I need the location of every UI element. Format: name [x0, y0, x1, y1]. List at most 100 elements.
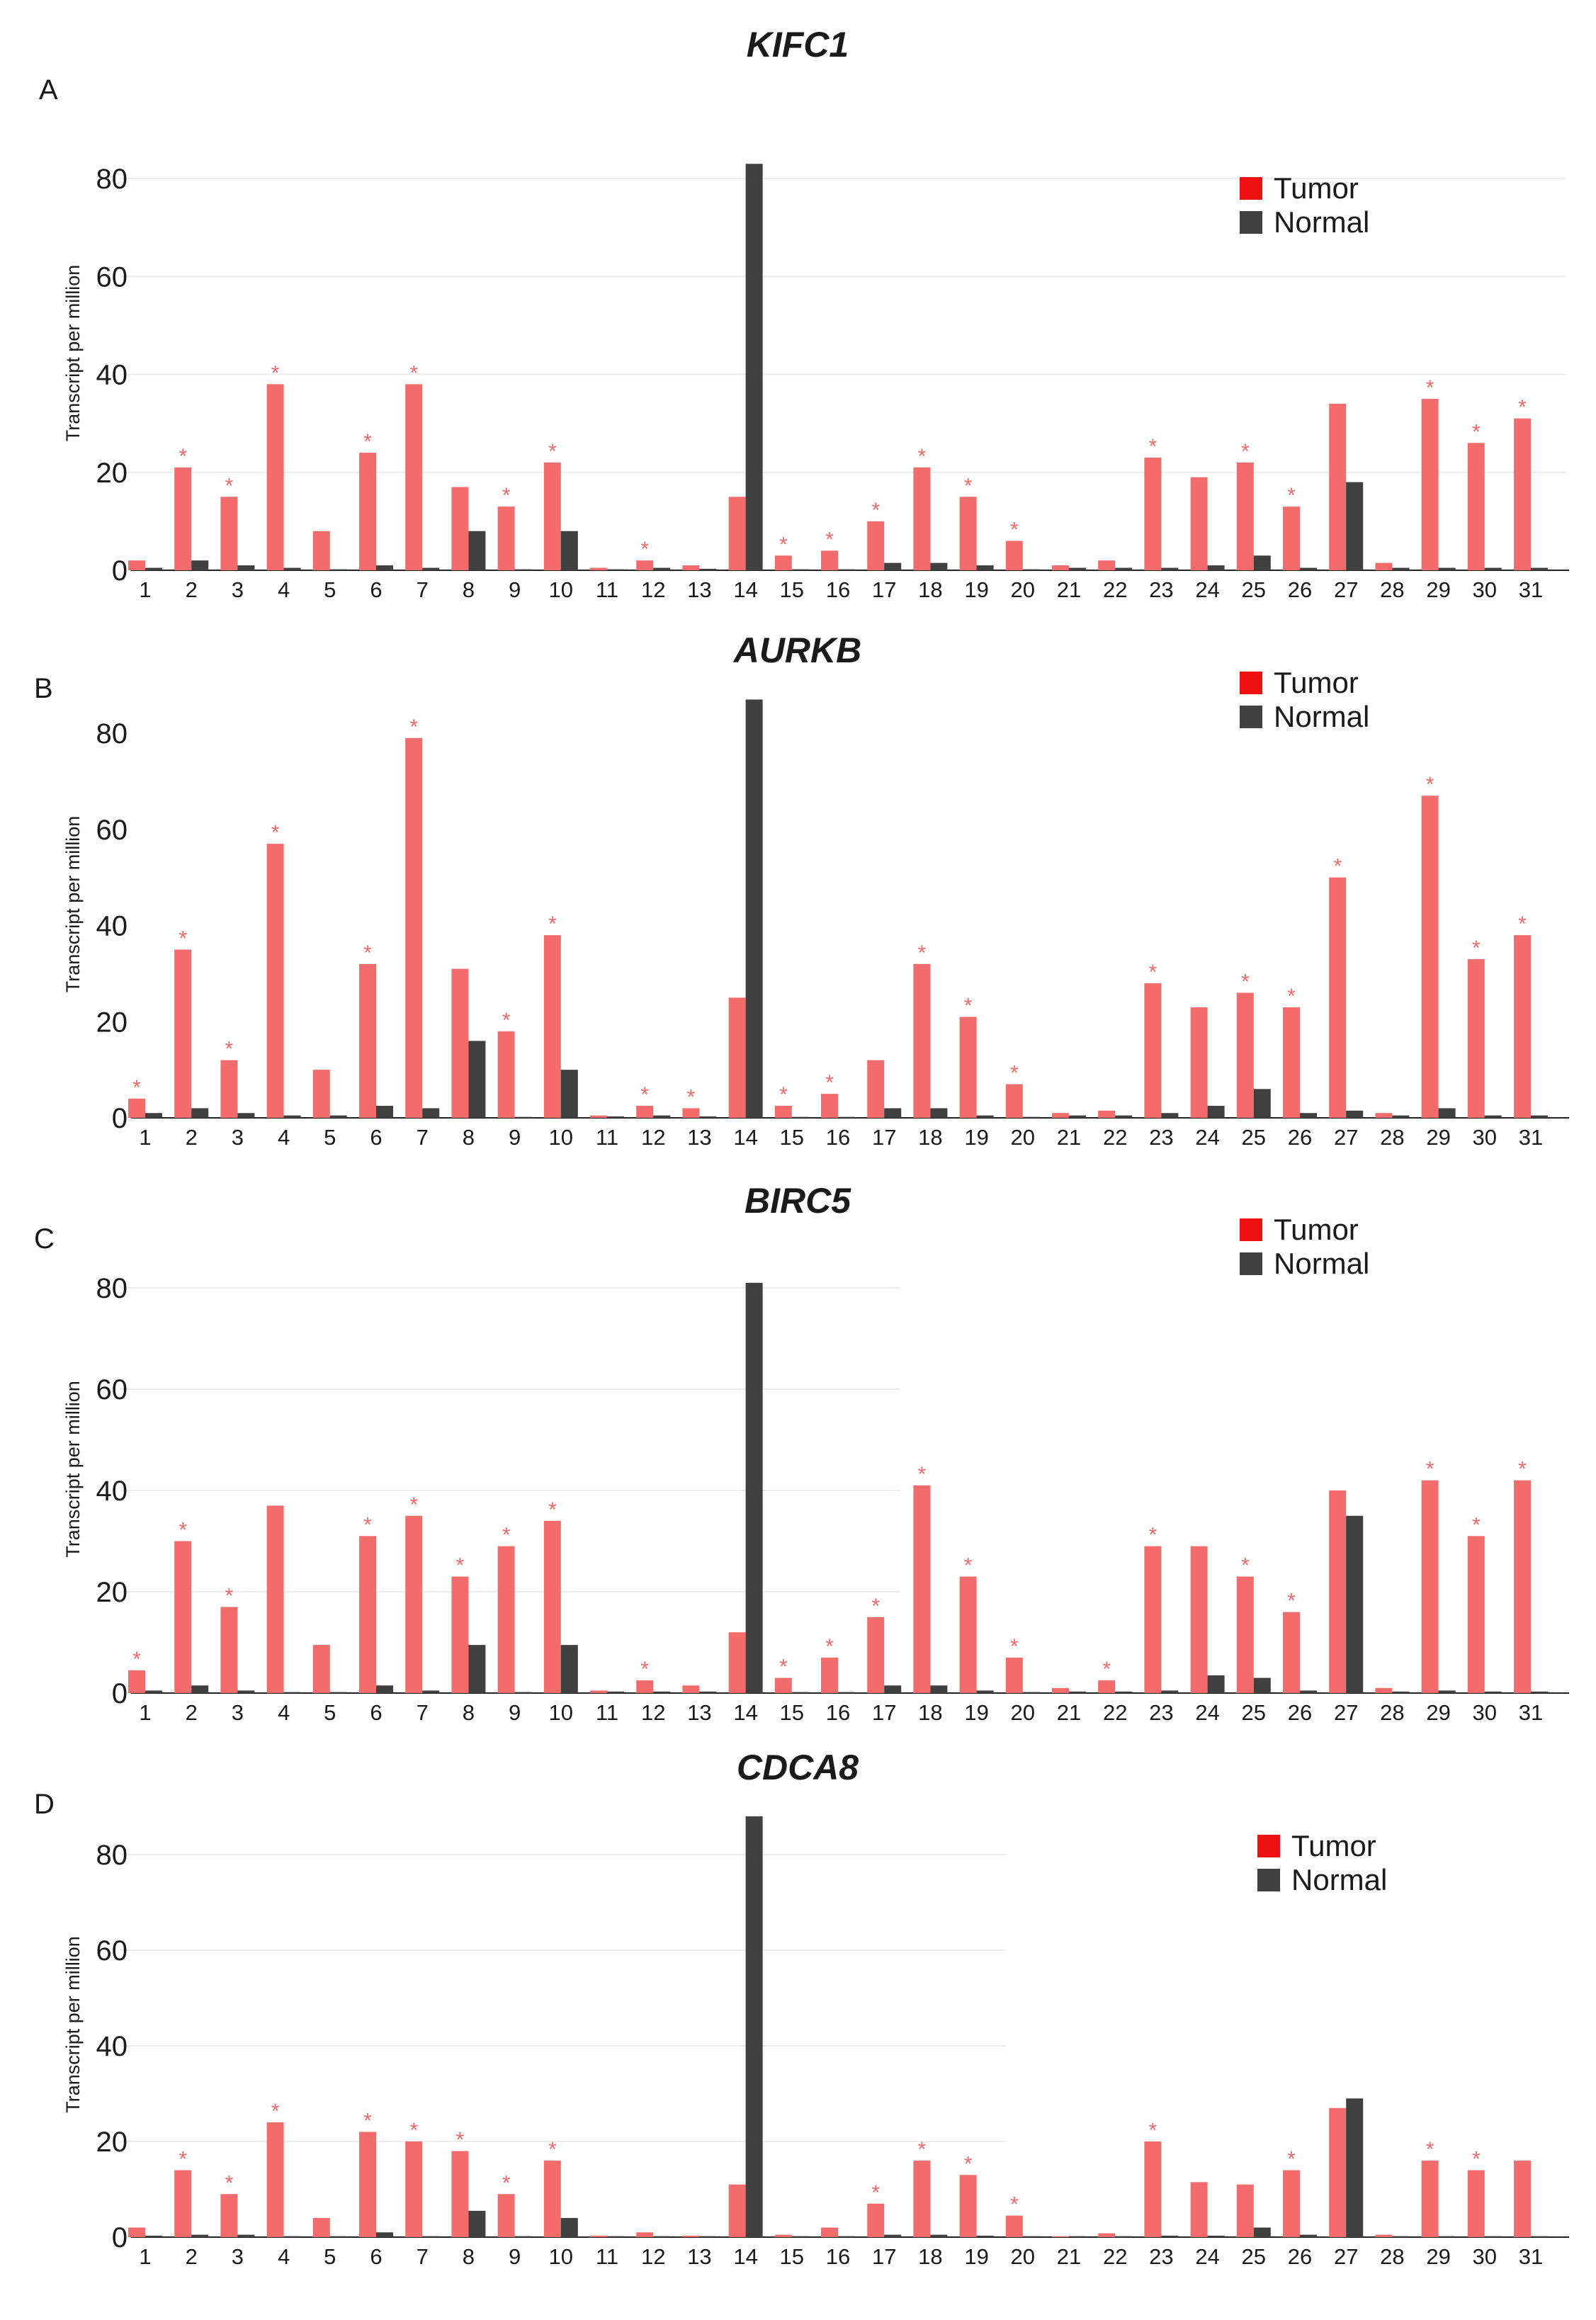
bar-normal [1253, 1677, 1271, 1693]
bar-tumor [451, 1576, 469, 1693]
x-tick-label: 19 [964, 2244, 988, 2269]
x-tick-label: 21 [1057, 577, 1081, 602]
significance-star: * [825, 528, 834, 551]
bar-normal [1253, 555, 1271, 570]
bar-tumor [1329, 2107, 1347, 2237]
significance-star: * [502, 2171, 511, 2195]
bar-tumor [543, 2161, 561, 2237]
x-tick-label: 8 [463, 1125, 475, 1150]
significance-star: * [363, 430, 372, 453]
x-tick-label: 2 [186, 1125, 198, 1150]
bar-normal [560, 531, 578, 570]
bar-tumor [1098, 2233, 1116, 2237]
bar-normal [329, 1115, 347, 1118]
bar-normal [745, 164, 763, 570]
x-tick-label: 20 [1011, 577, 1035, 602]
bar-normal [838, 2236, 855, 2237]
x-tick-label: 6 [370, 1700, 382, 1725]
bar-normal [237, 565, 255, 570]
x-tick-label: 6 [370, 577, 382, 602]
bar-tumor [220, 497, 238, 570]
bar-tumor [1190, 477, 1208, 570]
x-tick-label: 25 [1242, 2244, 1266, 2269]
bar-normal [1531, 1115, 1548, 1118]
x-tick-label: 11 [596, 577, 618, 602]
bar-tumor [220, 1060, 238, 1118]
bar-tumor [1098, 560, 1116, 570]
significance-star: * [548, 1498, 557, 1522]
bar-tumor [497, 1031, 515, 1118]
bar-normal [976, 2235, 994, 2237]
bar-normal [514, 1692, 532, 1693]
x-tick-label: 5 [324, 1700, 336, 1725]
x-tick-label: 4 [278, 2244, 290, 2269]
bar-normal [237, 2234, 255, 2237]
bar-tumor [543, 935, 561, 1118]
bar-tumor [174, 2170, 192, 2237]
legend-swatch [1257, 1869, 1280, 1891]
bar-tumor [867, 1060, 885, 1118]
legend-swatch [1257, 1835, 1280, 1857]
legend-label: Normal [1274, 700, 1369, 733]
bar-normal [1115, 1691, 1133, 1693]
bar-normal [884, 2234, 902, 2237]
x-tick-label: 29 [1426, 2244, 1450, 2269]
bar-normal [191, 2234, 209, 2237]
significance-star: * [964, 994, 973, 1017]
bar-normal [1346, 482, 1364, 570]
significance-star: * [363, 1513, 372, 1537]
x-tick-label: 14 [733, 2244, 757, 2269]
bar-normal [1069, 2236, 1086, 2237]
legend-swatch [1240, 1218, 1262, 1241]
bar-tumor [266, 384, 284, 570]
significance-star: * [502, 1009, 511, 1032]
bar-normal [468, 1645, 486, 1693]
bar-tumor [543, 462, 561, 570]
bar-tumor [682, 1108, 700, 1118]
x-tick-label: 12 [641, 2244, 665, 2269]
significance-star: * [918, 941, 927, 965]
legend-label: Normal [1274, 205, 1369, 239]
bar-normal [791, 2236, 809, 2237]
x-tick-label: 22 [1103, 1700, 1127, 1725]
significance-star: * [225, 474, 234, 497]
x-tick-label: 12 [641, 577, 665, 602]
bar-normal [376, 1685, 393, 1693]
bar-normal [1484, 2236, 1502, 2237]
x-tick-label: 2 [186, 2244, 198, 2269]
significance-star: * [1149, 435, 1158, 458]
bar-normal [1161, 1113, 1179, 1118]
bar-normal [1161, 1690, 1179, 1693]
x-tick-label: 29 [1426, 1125, 1450, 1150]
y-tick-label: 0 [112, 555, 128, 587]
bar-normal [1207, 1675, 1225, 1693]
x-tick-label: 8 [463, 577, 475, 602]
x-tick-label: 10 [549, 1125, 573, 1150]
bar-normal [930, 1108, 948, 1118]
x-tick-label: 4 [278, 1125, 290, 1150]
bar-tumor [728, 997, 746, 1118]
bar-tumor [728, 2184, 746, 2237]
x-tick-label: 15 [780, 577, 804, 602]
x-tick-label: 30 [1473, 1125, 1497, 1150]
chart-title: AURKB [732, 630, 862, 670]
bar-tumor [1144, 458, 1162, 570]
x-tick-label: 13 [687, 1125, 711, 1150]
x-tick-label: 7 [417, 1125, 429, 1150]
bar-normal [145, 567, 162, 570]
x-tick-label: 8 [463, 2244, 475, 2269]
bar-tumor [913, 467, 931, 570]
significance-star: * [409, 1493, 418, 1517]
bar-normal [1392, 567, 1410, 570]
bar-tumor [913, 963, 931, 1118]
significance-star: * [1333, 855, 1342, 878]
significance-star: * [1472, 2148, 1481, 2171]
x-tick-label: 2 [186, 1700, 198, 1725]
x-tick-label: 13 [687, 1700, 711, 1725]
significance-star: * [1518, 912, 1527, 936]
bar-tumor [359, 453, 376, 570]
bar-tumor [1190, 2182, 1208, 2237]
y-tick-label: 20 [96, 1007, 128, 1038]
